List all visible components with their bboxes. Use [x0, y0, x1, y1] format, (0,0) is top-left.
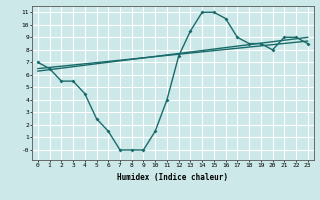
- X-axis label: Humidex (Indice chaleur): Humidex (Indice chaleur): [117, 173, 228, 182]
